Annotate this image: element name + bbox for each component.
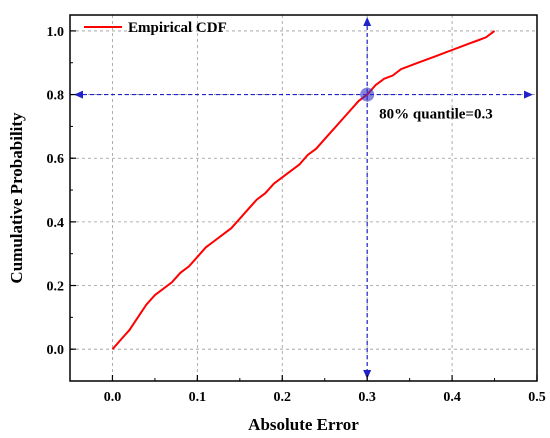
y-tick-label: 0.2 <box>47 280 65 295</box>
y-tick-label: 0.8 <box>47 89 65 104</box>
axis-ticks <box>69 30 538 382</box>
legend-label-empirical-cdf: Empirical CDF <box>128 20 227 36</box>
y-tick-label: 0.4 <box>47 216 65 231</box>
arrowhead-left <box>74 90 83 99</box>
x-tick-label: 0.1 <box>189 390 207 405</box>
y-tick-label: 0.6 <box>47 152 65 167</box>
x-tick-label: 0.2 <box>274 390 292 405</box>
ecdf-line <box>111 30 496 350</box>
x-tick-label: 0.0 <box>104 390 122 405</box>
quantile-annotation: 80% quantile=0.3 <box>379 107 493 123</box>
y-axis-title: Cumulative Probability <box>7 112 26 284</box>
tick-labels: 0.0 0.1 0.2 0.3 0.4 0.5 0.0 0.2 0.4 0.6 0.8 1.0 <box>47 25 546 405</box>
quantile-reference-lines <box>74 17 533 379</box>
legend: Empirical CDF <box>84 20 227 36</box>
x-tick-label: 0.3 <box>358 390 376 405</box>
arrowhead-up <box>363 17 372 26</box>
quantile-highlight-marker <box>360 87 375 102</box>
plot-frame <box>69 14 538 382</box>
series-layer <box>111 30 496 350</box>
grid-lines <box>70 15 537 381</box>
arrowhead-right <box>524 90 533 99</box>
x-axis-title: Absolute Error <box>248 415 359 434</box>
y-tick-label: 1.0 <box>47 25 65 40</box>
arrowhead-down <box>363 370 372 379</box>
x-tick-label: 0.4 <box>443 390 461 405</box>
y-tick-label: 0.0 <box>47 343 65 358</box>
x-tick-label: 0.5 <box>528 390 546 405</box>
